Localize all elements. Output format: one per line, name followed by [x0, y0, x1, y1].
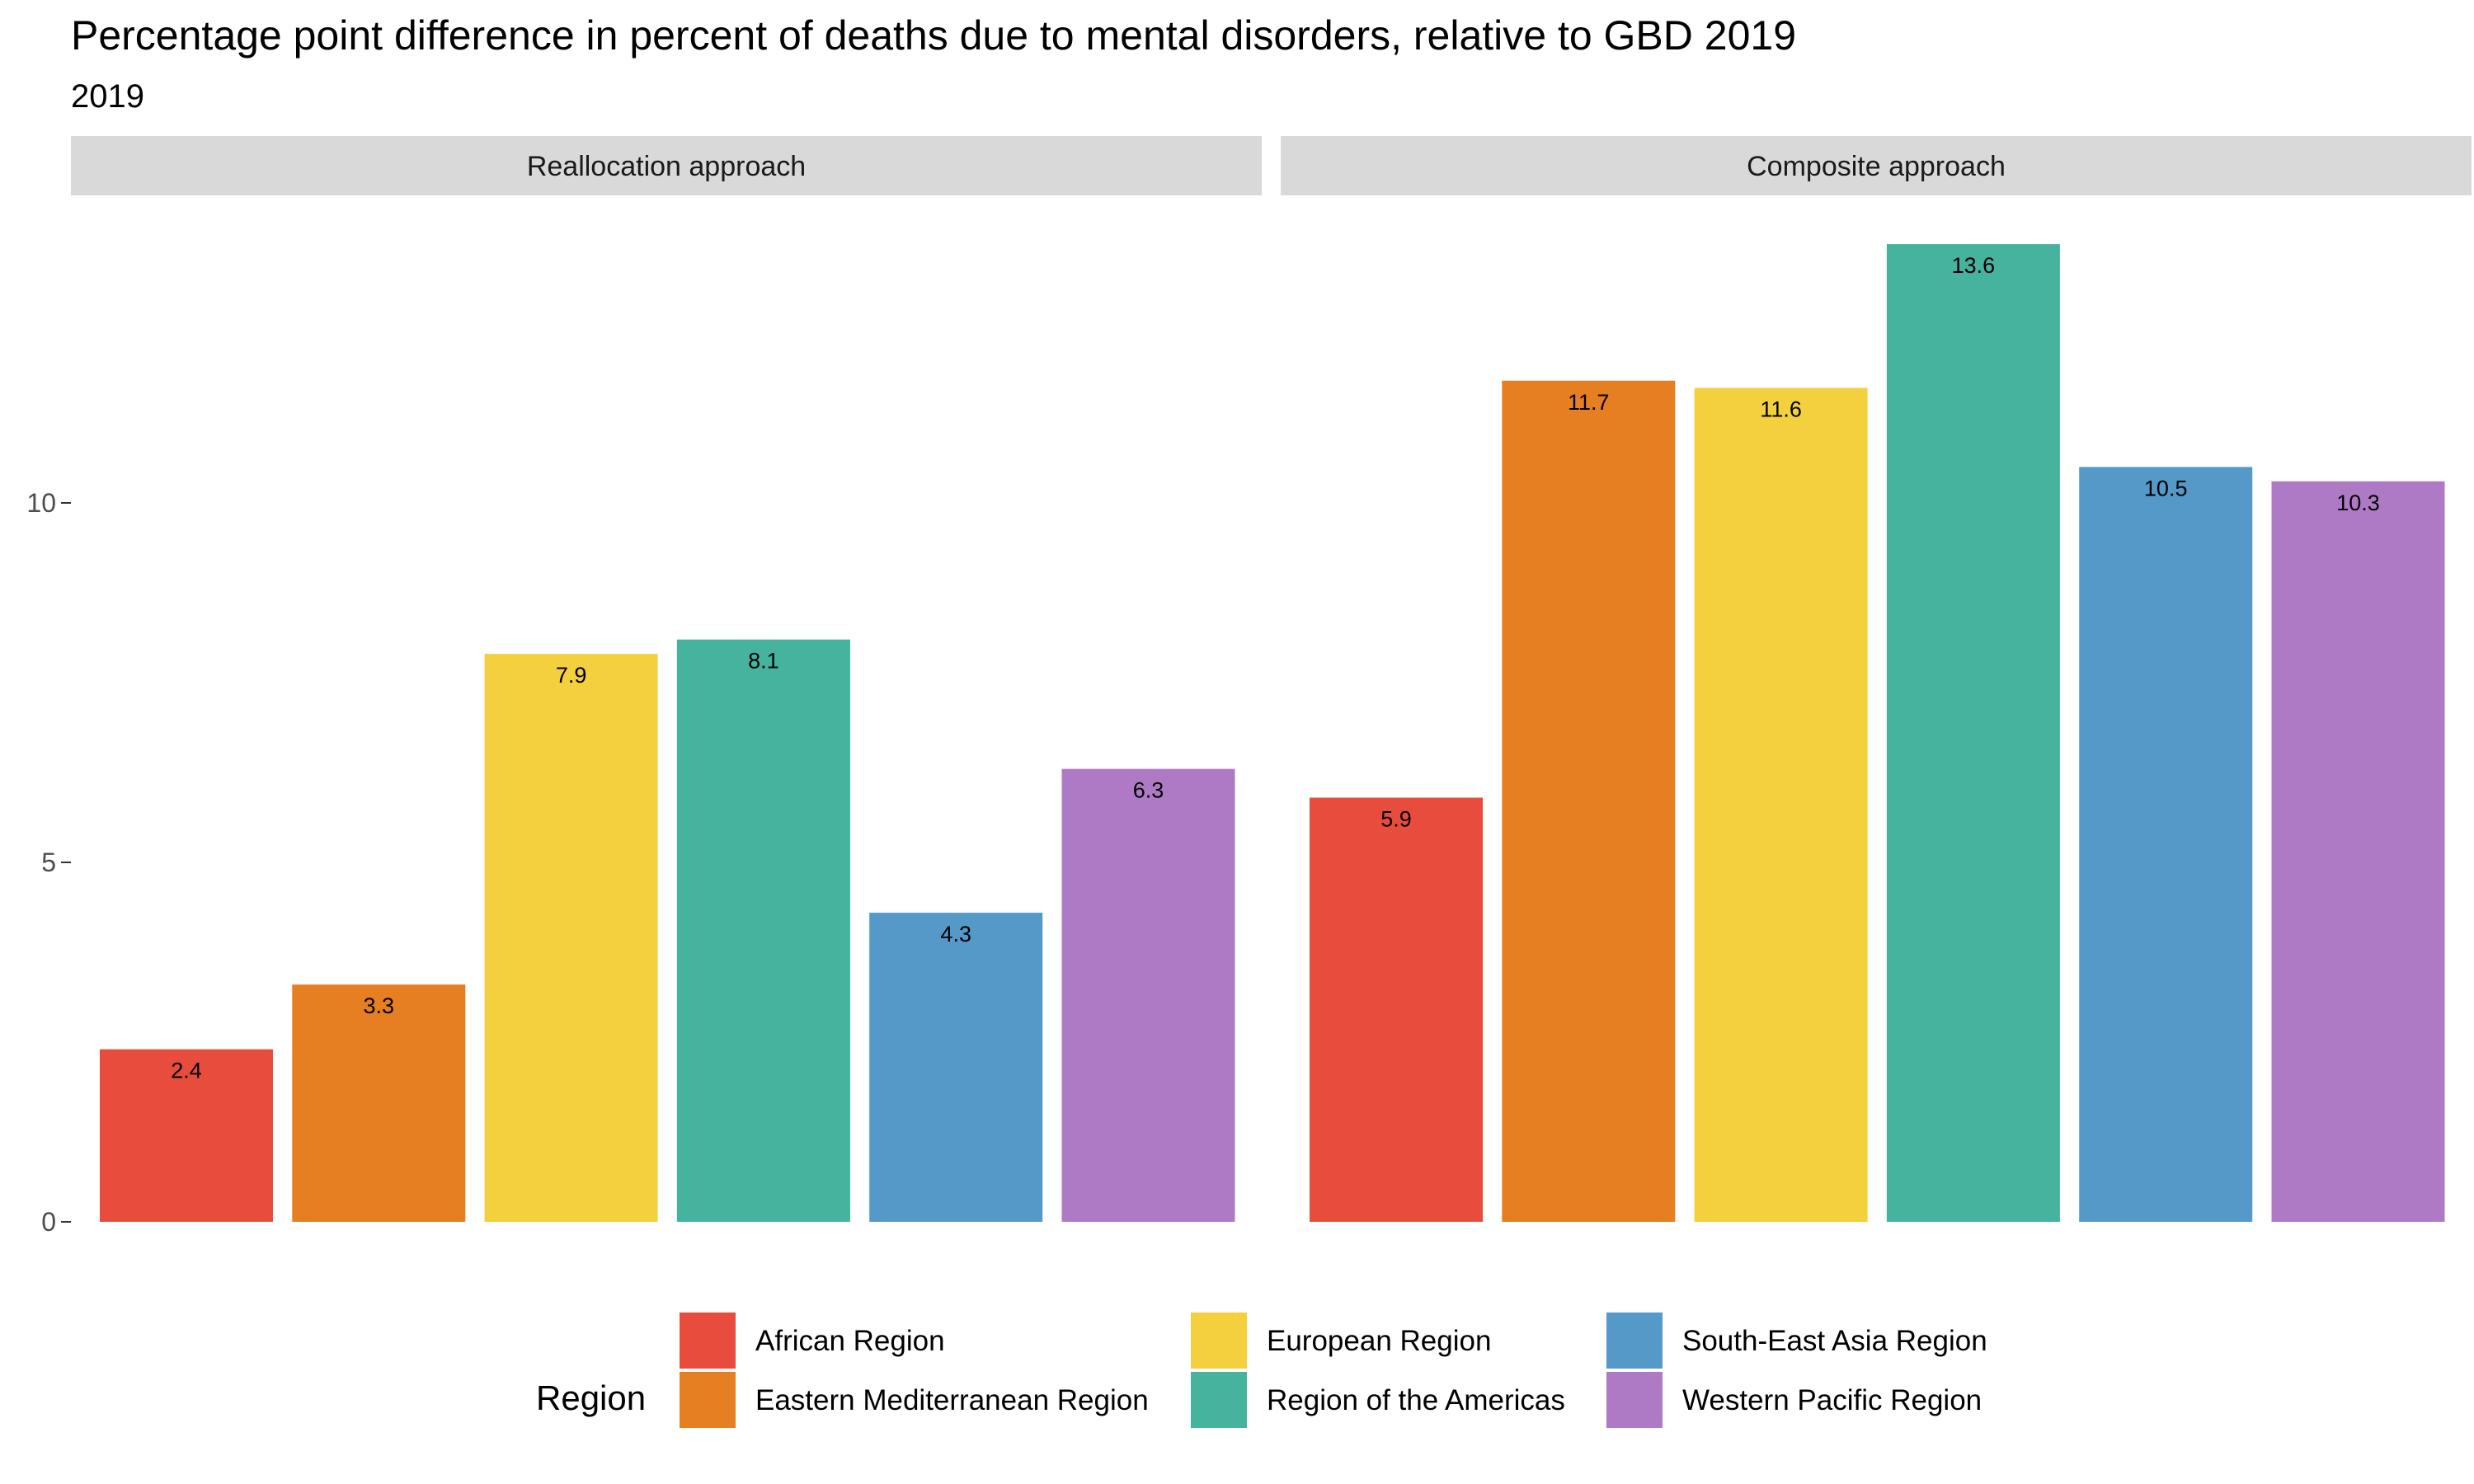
bar-data-label: 11.7 [1568, 390, 1610, 415]
facet-strip-label: Reallocation approach [527, 151, 806, 182]
legend-key [1606, 1313, 1663, 1369]
facet-strip [71, 136, 1262, 195]
chart-subtitle: 2019 [71, 78, 144, 115]
legend-key [1606, 1372, 1663, 1428]
bar-data-label: 8.1 [748, 649, 779, 674]
bar [292, 984, 466, 1222]
facet-panels: Reallocation approach 2.4 3.3 7.9 8.1 4.3 6.3 C… [71, 136, 2472, 1223]
bar [2271, 481, 2445, 1222]
legend-key [680, 1372, 736, 1428]
bar [484, 654, 658, 1222]
facet-strip-label: Composite approach [1747, 151, 2006, 182]
legend-label: African Region [755, 1325, 945, 1357]
bar [1886, 244, 2060, 1223]
bar [1502, 380, 1676, 1222]
bar-data-label: 2.4 [171, 1059, 202, 1083]
bar [869, 913, 1043, 1222]
bar [100, 1049, 273, 1222]
facet-panel: Composite approach 5.9 11.7 11.6 13.6 10.5 10.… [1281, 136, 2472, 1223]
bar-data-label: 4.3 [940, 922, 971, 946]
legend-label: South-East Asia Region [1682, 1325, 1987, 1357]
bar [2079, 467, 2253, 1222]
bar [1061, 768, 1235, 1222]
bar-data-label: 11.6 [1760, 397, 1802, 421]
bar [1694, 387, 1868, 1223]
legend-label: Western Pacific Region [1682, 1384, 1982, 1416]
y-tick-label: 5 [41, 848, 56, 877]
y-tick-label: 0 [41, 1207, 56, 1237]
y-tick-label: 10 [26, 488, 56, 518]
bar-data-label: 3.3 [364, 993, 395, 1018]
bar [676, 639, 850, 1222]
facet-panel: Reallocation approach 2.4 3.3 7.9 8.1 4.3 6.3 [71, 136, 1262, 1222]
bar-data-label: 7.9 [556, 663, 587, 688]
legend-title: Region [536, 1378, 646, 1417]
bar-data-label: 6.3 [1133, 778, 1164, 803]
chart-title: Percentage point difference in percent o… [71, 12, 1796, 59]
legend-label: Region of the Americas [1267, 1384, 1565, 1416]
bar [1310, 797, 1483, 1222]
legend-key [1191, 1372, 1247, 1428]
y-axis: 0 5 10 [26, 488, 71, 1237]
legend-label: Eastern Mediterranean Region [755, 1384, 1149, 1416]
legend-key [680, 1313, 736, 1369]
legend: Region African Region Eastern Mediterrane… [536, 1313, 1987, 1428]
legend-label: European Region [1267, 1325, 1491, 1357]
facet-strip [1281, 136, 2472, 195]
bar-data-label: 5.9 [1380, 807, 1412, 832]
legend-key [1191, 1313, 1247, 1369]
bar-data-label: 13.6 [1952, 253, 1996, 278]
bar-data-label: 10.3 [2336, 491, 2380, 515]
bar-data-label: 10.5 [2144, 476, 2188, 500]
